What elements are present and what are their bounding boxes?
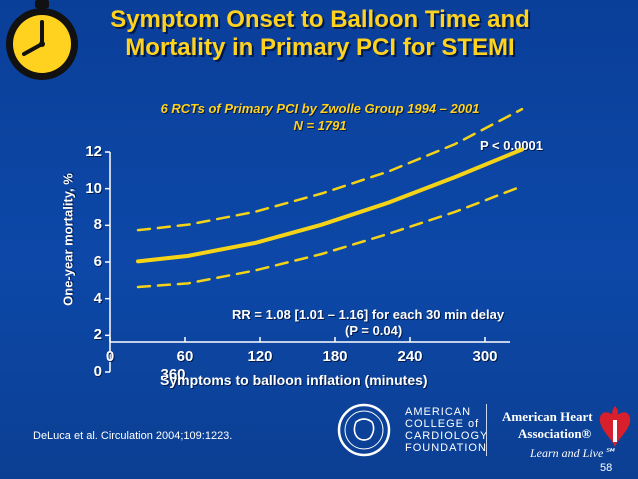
y-axis-label: One-year mortality, %: [60, 173, 76, 306]
ci-curve: [136, 184, 524, 289]
heart-torch-icon: [599, 406, 631, 448]
y-tick-label: 10: [85, 179, 102, 197]
chart-axes: [105, 151, 510, 373]
citation: DeLuca et al. Circulation 2004;109:1223.: [33, 430, 233, 442]
page-number: 58: [600, 462, 613, 474]
x-tick-label: 240: [397, 348, 423, 365]
x-tick-label: 300: [472, 348, 498, 365]
y-tick-label: 2: [93, 326, 102, 344]
subtitle-line2: N = 1791: [293, 118, 347, 133]
logo-divider: [486, 404, 487, 456]
chart-series: [136, 107, 524, 289]
x-axis-label: Symptoms to balloon inflation (minutes): [160, 372, 428, 388]
acc-logo-text: AMERICAN COLLEGE of CARDIOLOGY FOUNDATIO…: [405, 406, 488, 454]
acc-line: AMERICAN: [405, 406, 472, 418]
acc-line: COLLEGE of: [405, 418, 480, 430]
x-tick-label: 60: [176, 348, 194, 365]
x-tick-label: 0: [105, 348, 115, 365]
subtitle-line1: 6 RCTs of Primary PCI by Zwolle Group 19…: [160, 101, 480, 116]
p-value-annotation: P < 0.0001: [480, 138, 544, 153]
y-tick-label: 0: [93, 363, 102, 380]
acc-line: CARDIOLOGY: [405, 430, 489, 442]
stopwatch-icon: [6, 0, 78, 80]
slide-title-line2: Mortality in Primary PCI for STEMI: [125, 34, 515, 61]
rr-annotation-line2: (P = 0.04): [345, 323, 403, 338]
acc-seal-icon: [337, 403, 391, 457]
y-tick-label: 12: [85, 143, 102, 160]
y-tick-label: 4: [93, 289, 102, 307]
mortality-curve: [136, 147, 524, 264]
y-tick-label: 8: [93, 216, 102, 234]
aha-tagline: Learn and Live℠: [530, 446, 616, 460]
aha-name-line2: Association®: [518, 426, 592, 441]
x-tick-label: 120: [247, 348, 273, 365]
acc-line: FOUNDATION: [405, 442, 487, 454]
aha-name-line1: American Heart: [502, 409, 593, 424]
y-tick-label: 6: [93, 253, 102, 270]
slide-title-line1: Symptom Onset to Balloon Time and: [110, 6, 530, 33]
x-tick-label: 360: [160, 366, 186, 383]
rr-annotation-line1: RR = 1.08 [1.01 – 1.16] for each 30 min …: [232, 307, 505, 322]
x-tick-label: 180: [322, 348, 348, 365]
